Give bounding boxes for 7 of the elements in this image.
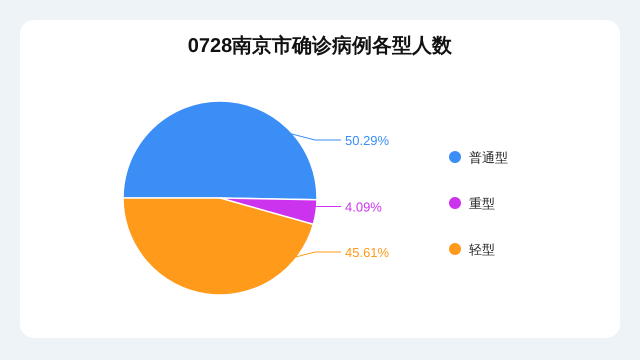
legend-label: 普通型 (469, 150, 508, 165)
data-label: 4.09% (345, 200, 382, 215)
chart-title: 0728南京市确诊病例各型人数 (188, 34, 454, 57)
data-label: 50.29% (345, 133, 390, 148)
legend-label: 重型 (469, 196, 495, 211)
data-label: 45.61% (345, 245, 390, 260)
legend-label: 轻型 (469, 242, 495, 257)
